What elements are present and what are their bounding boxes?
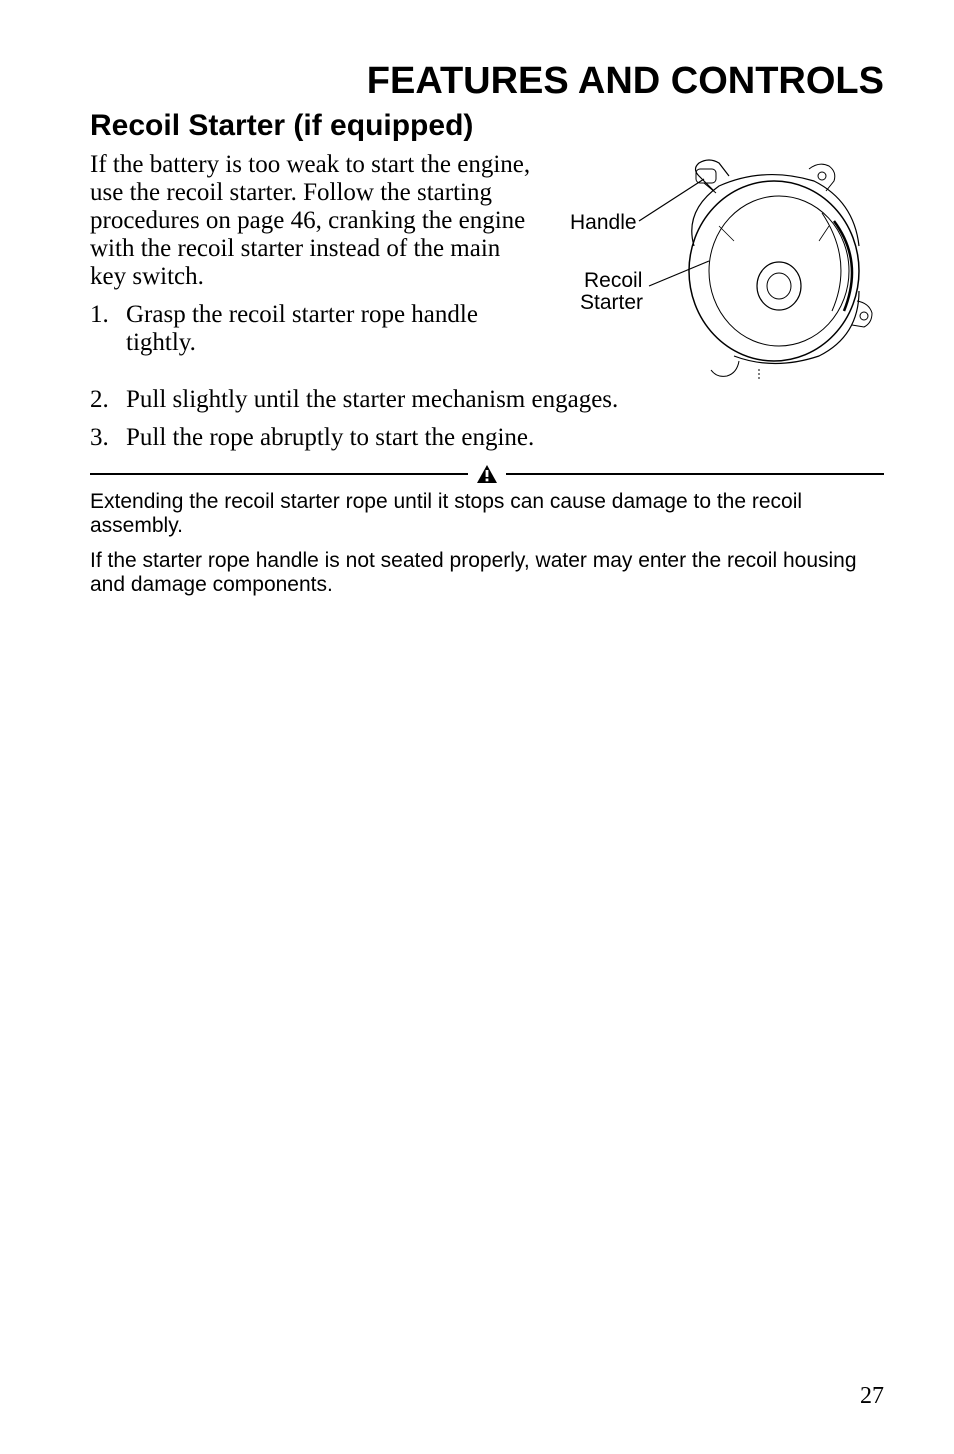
content-row: If the battery is too weak to start the …	[90, 151, 884, 386]
figure-label-handle: Handle	[570, 211, 637, 235]
section-heading: Recoil Starter (if equipped)	[90, 109, 884, 143]
step-number: 1.	[90, 301, 126, 357]
figure-label-recoil: Recoil	[584, 269, 642, 293]
main-heading: FEATURES AND CONTROLS	[90, 60, 884, 103]
caution-paragraph: If the starter rope handle is not seated…	[90, 549, 884, 596]
step-item: 1. Grasp the recoil starter rope handle …	[90, 301, 534, 357]
step-text: Pull the rope abruptly to start the engi…	[126, 424, 534, 452]
step-text: Pull slightly until the starter mechanis…	[126, 386, 618, 414]
divider-line-right	[506, 473, 884, 475]
step-number: 2.	[90, 386, 126, 414]
steps-list-continued: 2. Pull slightly until the starter mecha…	[90, 386, 884, 452]
step-text: Grasp the recoil starter rope handle tig…	[126, 301, 534, 357]
caution-divider	[90, 464, 884, 484]
warning-icon	[476, 464, 498, 484]
page-number: 27	[860, 1383, 884, 1410]
steps-list: 1. Grasp the recoil starter rope handle …	[90, 301, 534, 357]
figure-label-starter: Starter	[580, 291, 643, 315]
text-column: If the battery is too weak to start the …	[90, 151, 534, 367]
step-item: 3. Pull the rope abruptly to start the e…	[90, 424, 884, 452]
recoil-starter-illustration	[564, 151, 884, 381]
caution-paragraph: Extending the recoil starter rope until …	[90, 490, 884, 537]
intro-paragraph: If the battery is too weak to start the …	[90, 151, 534, 291]
step-number: 3.	[90, 424, 126, 452]
figure-column: Handle Recoil Starter	[564, 151, 884, 386]
step-item: 2. Pull slightly until the starter mecha…	[90, 386, 884, 414]
divider-line-left	[90, 473, 468, 475]
